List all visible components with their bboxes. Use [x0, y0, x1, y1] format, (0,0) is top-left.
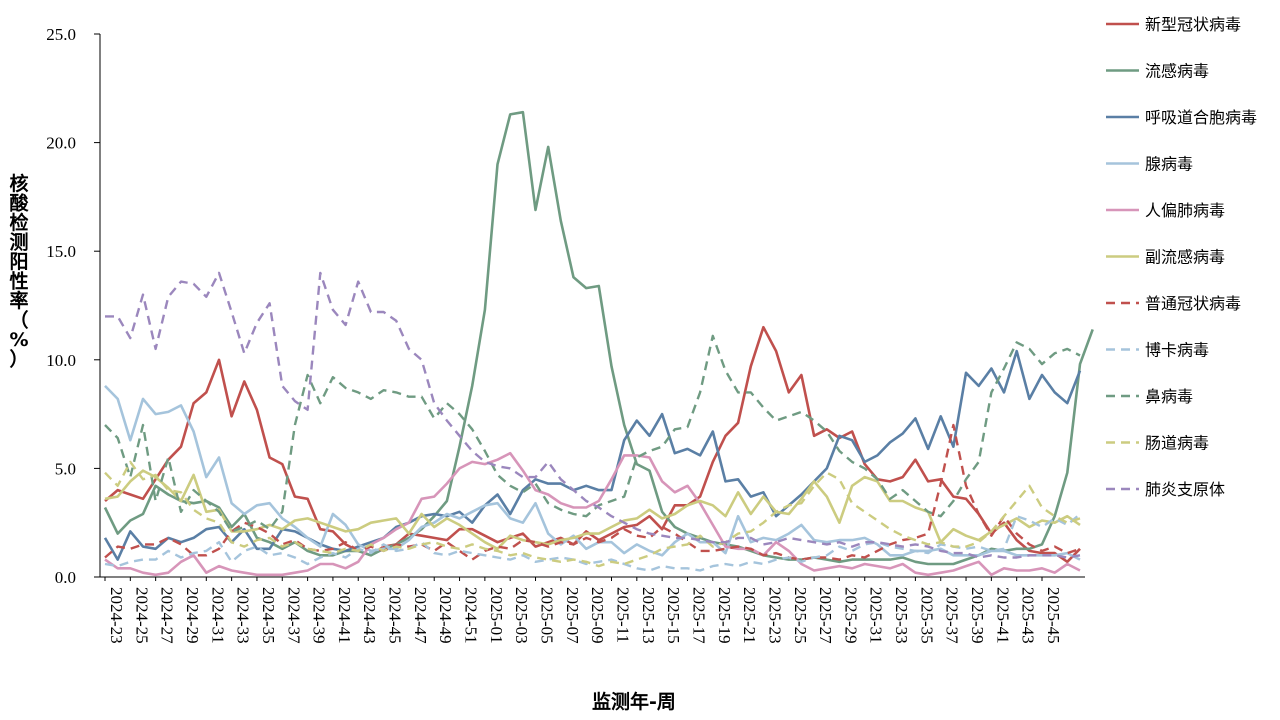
series-line [104, 325, 1081, 564]
series-line [104, 469, 1081, 551]
x-tick-label: 2025-45 [1044, 587, 1063, 644]
x-tick-label: 2025-29 [841, 587, 860, 644]
x-tick-label: 2024-23 [107, 587, 126, 644]
legend-label: 新型冠状病毒 [1145, 15, 1241, 34]
y-tick-label: 20.0 [46, 134, 76, 153]
x-tick-label: 2025-21 [740, 587, 759, 644]
x-tick-label: 2025-11 [613, 587, 632, 643]
x-tick-label: 2025-17 [689, 587, 708, 644]
x-tick-label: 2025-27 [816, 587, 835, 644]
x-tick-label: 2024-39 [310, 587, 329, 644]
series-line [105, 271, 1081, 559]
x-tick-label: 2025-07 [563, 587, 582, 644]
series-line [104, 451, 1081, 577]
x-tick-label: 2025-23 [765, 587, 784, 644]
x-tick-label: 2024-47 [411, 587, 430, 644]
x-tick-label: 2025-25 [791, 587, 810, 644]
legend-label: 肺炎支原体 [1145, 480, 1225, 499]
x-tick-label: 2025-19 [715, 587, 734, 644]
series-line [104, 423, 1081, 561]
legend-label: 博卡病毒 [1145, 341, 1209, 360]
x-axis-ticks: 2024-23 2024-25 2024-27 2024-29 2024-31 2024-… [104, 577, 1063, 644]
x-tick-label: 2024-35 [259, 587, 278, 644]
y-tick-label: 10.0 [46, 351, 76, 370]
x-tick-label: 2024-41 [335, 587, 354, 644]
legend-label: 流感病毒 [1145, 62, 1209, 81]
legend-label: 副流感病毒 [1145, 248, 1225, 267]
legend-label: 普通冠状病毒 [1145, 294, 1241, 313]
legend-label: 呼吸道合胞病毒 [1145, 108, 1257, 127]
x-tick-label: 2025-05 [538, 587, 557, 644]
series-line [103, 110, 1094, 566]
x-tick-label: 2025-01 [487, 587, 506, 644]
x-tick-label: 2025-13 [639, 587, 658, 644]
legend-label: 腺病毒 [1145, 155, 1193, 174]
x-tick-label: 2025-35 [917, 587, 936, 644]
x-tick-label: 2024-45 [386, 587, 405, 644]
x-tick-label: 2024-31 [208, 587, 227, 644]
x-tick-label: 2024-43 [360, 587, 379, 644]
y-axis-title: 核酸检测阳性率（%） [9, 172, 29, 371]
series-line [103, 349, 1082, 561]
x-tick-label: 2025-09 [588, 587, 607, 644]
y-tick-label: 0.0 [55, 568, 76, 587]
series-line [104, 513, 1081, 572]
x-tick-label: 2025-31 [867, 587, 886, 644]
x-tick-label: 2024-29 [183, 587, 202, 644]
x-tick-label: 2024-33 [234, 587, 253, 644]
y-tick-label: 5.0 [55, 459, 76, 478]
y-axis-ticks: 0.0 5.0 10.0 15.0 20.0 25.0 [46, 25, 100, 587]
x-tick-label: 2025-37 [943, 587, 962, 644]
legend: 新型冠状病毒流感病毒呼吸道合胞病毒腺病毒人偏肺病毒副流感病毒普通冠状病毒博卡病毒… [1106, 15, 1257, 499]
x-tick-label: 2024-49 [436, 587, 455, 644]
x-axis-title: 监测年-周 [592, 690, 676, 713]
x-tick-label: 2024-27 [158, 587, 177, 644]
legend-label: 肠道病毒 [1145, 434, 1209, 453]
x-tick-label: 2025-15 [664, 587, 683, 644]
series-line [104, 334, 1081, 533]
y-tick-label: 15.0 [46, 242, 76, 261]
legend-label: 鼻病毒 [1145, 387, 1193, 406]
x-tick-label: 2024-51 [462, 587, 481, 644]
x-tick-label: 2025-03 [512, 587, 531, 644]
plot-area [103, 110, 1094, 577]
x-tick-label: 2025-39 [968, 587, 987, 644]
x-tick-label: 2024-25 [132, 587, 151, 644]
x-tick-label: 2025-41 [993, 587, 1012, 644]
y-tick-label: 25.0 [46, 25, 76, 44]
legend-label: 人偏肺病毒 [1145, 201, 1225, 220]
x-tick-label: 2025-33 [892, 587, 911, 644]
x-tick-label: 2024-37 [284, 587, 303, 644]
x-tick-label: 2025-43 [1019, 587, 1038, 644]
